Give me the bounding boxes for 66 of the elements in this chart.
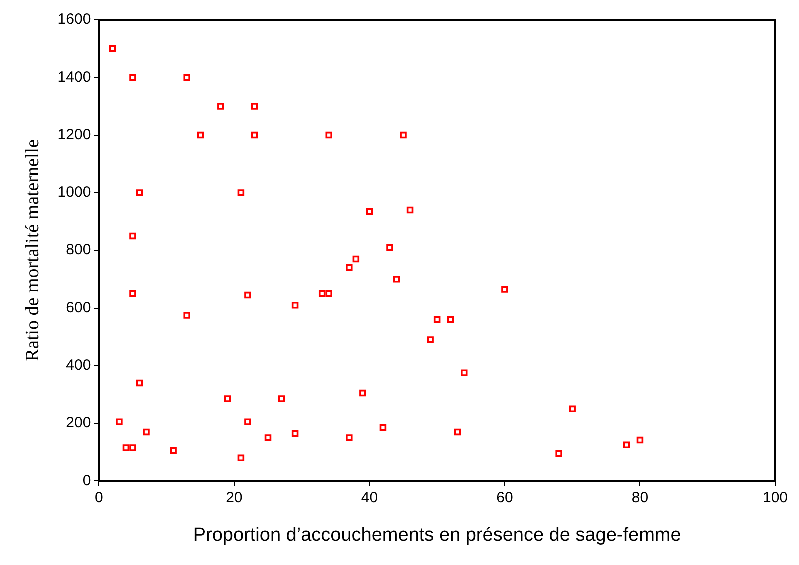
point	[224, 396, 232, 402]
point	[569, 406, 576, 413]
point	[143, 428, 150, 436]
point	[427, 336, 434, 344]
point	[400, 132, 407, 139]
point	[556, 450, 562, 458]
y-tick-label: 1600	[58, 11, 92, 28]
y-tick-label: 200	[66, 414, 92, 432]
point	[251, 103, 258, 110]
point	[238, 190, 245, 196]
point	[218, 103, 224, 110]
y-tick-label: 600	[66, 299, 92, 316]
point	[170, 448, 177, 454]
y-tick-label: 400	[66, 357, 92, 374]
point	[278, 396, 286, 402]
point	[130, 74, 136, 82]
point	[116, 418, 123, 426]
point	[461, 370, 468, 376]
point	[244, 418, 252, 426]
y-tick-label: 0	[82, 472, 92, 490]
point	[264, 434, 272, 442]
point	[326, 290, 332, 298]
point	[366, 208, 374, 216]
point	[360, 390, 366, 397]
point	[238, 454, 245, 462]
point	[502, 286, 508, 293]
x-tick-label: 40	[361, 489, 378, 506]
y-axis-title: Ratio de mortalité maternelle	[22, 140, 44, 362]
point	[326, 132, 332, 139]
x-tick-label: 100	[762, 489, 788, 506]
point	[130, 232, 136, 240]
x-tick-label: 80	[632, 489, 649, 506]
y-tick-label: 800	[66, 242, 92, 259]
point	[380, 424, 387, 432]
point	[130, 444, 136, 452]
point	[292, 430, 299, 438]
point	[109, 45, 116, 52]
point	[393, 276, 400, 283]
point	[136, 380, 144, 387]
point	[352, 256, 360, 263]
point	[122, 444, 130, 452]
point	[447, 316, 454, 324]
point	[346, 434, 353, 442]
point	[244, 292, 252, 299]
point	[623, 442, 630, 449]
x-axis-title: Proportion d’accouchements en présence de sage-femme	[193, 524, 682, 546]
point	[434, 316, 441, 324]
point	[318, 290, 326, 298]
point	[386, 244, 394, 252]
x-tick-label: 0	[94, 489, 104, 506]
point	[130, 290, 136, 298]
x-tick-label: 60	[496, 489, 514, 506]
y-tick-label: 1400	[58, 68, 92, 86]
point	[197, 132, 204, 139]
point	[454, 428, 461, 436]
y-tick-label: 1000	[58, 184, 92, 202]
point	[346, 264, 353, 272]
point	[251, 132, 258, 139]
y-tick-label: 1200	[58, 126, 92, 144]
point	[636, 436, 644, 444]
point	[292, 302, 299, 309]
point	[406, 206, 414, 214]
point	[184, 312, 190, 319]
x-tick-label: 20	[226, 489, 243, 506]
point	[136, 190, 144, 196]
point	[184, 74, 190, 82]
